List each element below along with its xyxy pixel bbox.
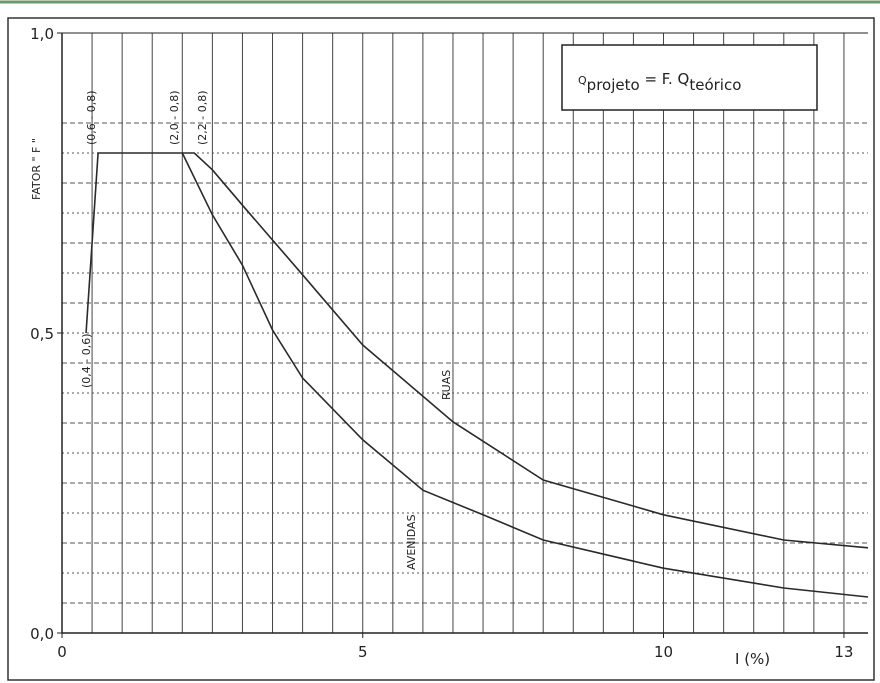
- formula-mid: = F. Q: [640, 70, 690, 88]
- x-tick-label: 10: [654, 643, 673, 661]
- series-line: [181, 152, 869, 598]
- grid: [61, 32, 868, 634]
- y-tick-label: 0,5: [30, 325, 54, 343]
- annotation: (2,2 - 0,8): [196, 90, 209, 145]
- y-tick-label: 1,0: [30, 25, 54, 43]
- annotation: (2,0 - 0,8): [168, 90, 181, 145]
- y-tick-label: 0,0: [30, 625, 54, 643]
- formula-box: [561, 44, 818, 111]
- x-tick-label: 0: [57, 643, 67, 661]
- y-axis-label: FATOR " F ": [30, 138, 43, 200]
- x-axis-label: I (%): [735, 650, 770, 668]
- formula-sub: projeto: [587, 76, 640, 94]
- marks: [85, 152, 869, 598]
- series-label: RUAS: [440, 370, 453, 400]
- annotation: (0,4 - 0,6): [80, 333, 93, 388]
- annotation: (0,6 - 0,8): [85, 90, 98, 145]
- series-label: AVENIDAS: [405, 514, 418, 570]
- x-tick-label: 5: [358, 643, 368, 661]
- formula-q: Q: [578, 74, 587, 87]
- x-tick-label: 13: [834, 643, 853, 661]
- formula: Qprojeto = F. Qteórico: [578, 70, 741, 94]
- formula-sub: teórico: [689, 76, 741, 94]
